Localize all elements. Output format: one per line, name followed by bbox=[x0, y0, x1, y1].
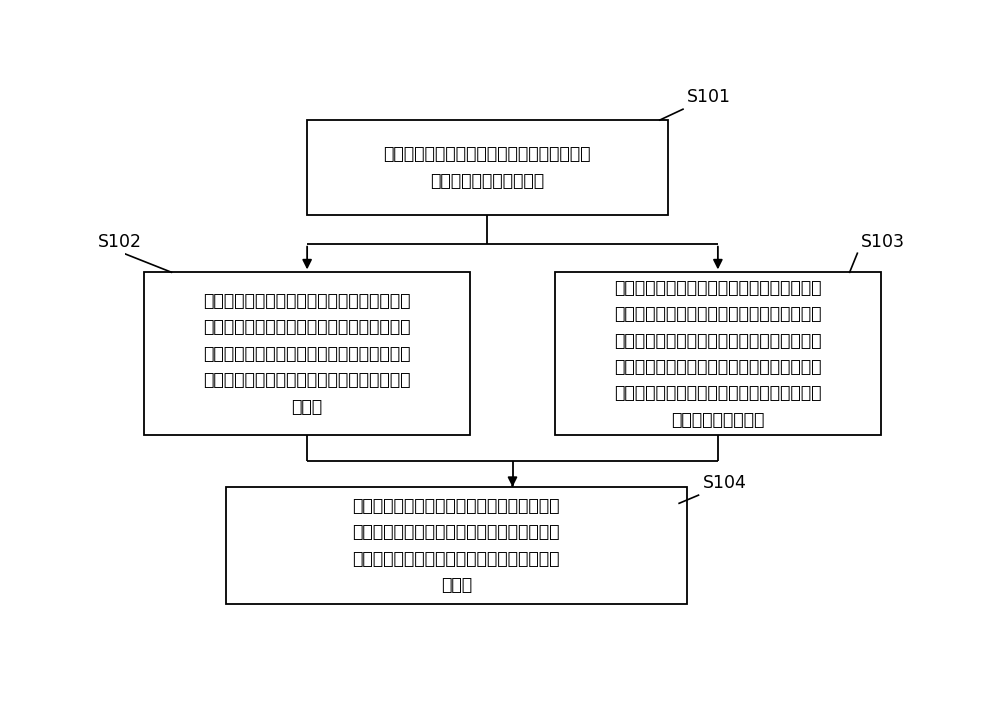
Text: 主机逆变器上电运行时，通过最大功率跟踪模
式调节主机水泵运行频率: 主机逆变器上电运行时，通过最大功率跟踪模 式调节主机水泵运行频率 bbox=[384, 145, 591, 190]
Text: S103: S103 bbox=[861, 232, 905, 251]
Text: S102: S102 bbox=[98, 232, 142, 251]
Text: 当主机水泵和从机水泵运行频率小于或等于第
二预设频率时，向运行中的其中一台从机逆变
器发送停止指令，并向运行中的剩余从机逆变
器发送携带有从机运行频率目标值的指: 当主机水泵和从机水泵运行频率小于或等于第 二预设频率时，向运行中的其中一台从机逆… bbox=[614, 279, 822, 429]
Text: S104: S104 bbox=[702, 474, 746, 493]
Bar bbox=[226, 487, 687, 604]
Bar bbox=[144, 273, 470, 436]
Bar bbox=[307, 120, 668, 215]
Text: 当主机水泵运行频率增大到大于或等于第一预
设频率时，向其中一台从机逆变器发送携带有
从机运行频率目标值的运行指令以控制对应的
从机水泵启动，且主机逆变器切换至常: 当主机水泵运行频率增大到大于或等于第一预 设频率时，向其中一台从机逆变器发送携带… bbox=[203, 292, 411, 416]
Bar bbox=[555, 273, 881, 436]
Text: S101: S101 bbox=[687, 88, 731, 107]
Text: 当从机水泵达到从机运行频率目标值时，主机
逆变器由常压法控制模式切换至最大功率跟踪
模式，并根据光照情况同步调节从机水泵的运
行频率: 当从机水泵达到从机运行频率目标值时，主机 逆变器由常压法控制模式切换至最大功率跟… bbox=[353, 497, 560, 594]
